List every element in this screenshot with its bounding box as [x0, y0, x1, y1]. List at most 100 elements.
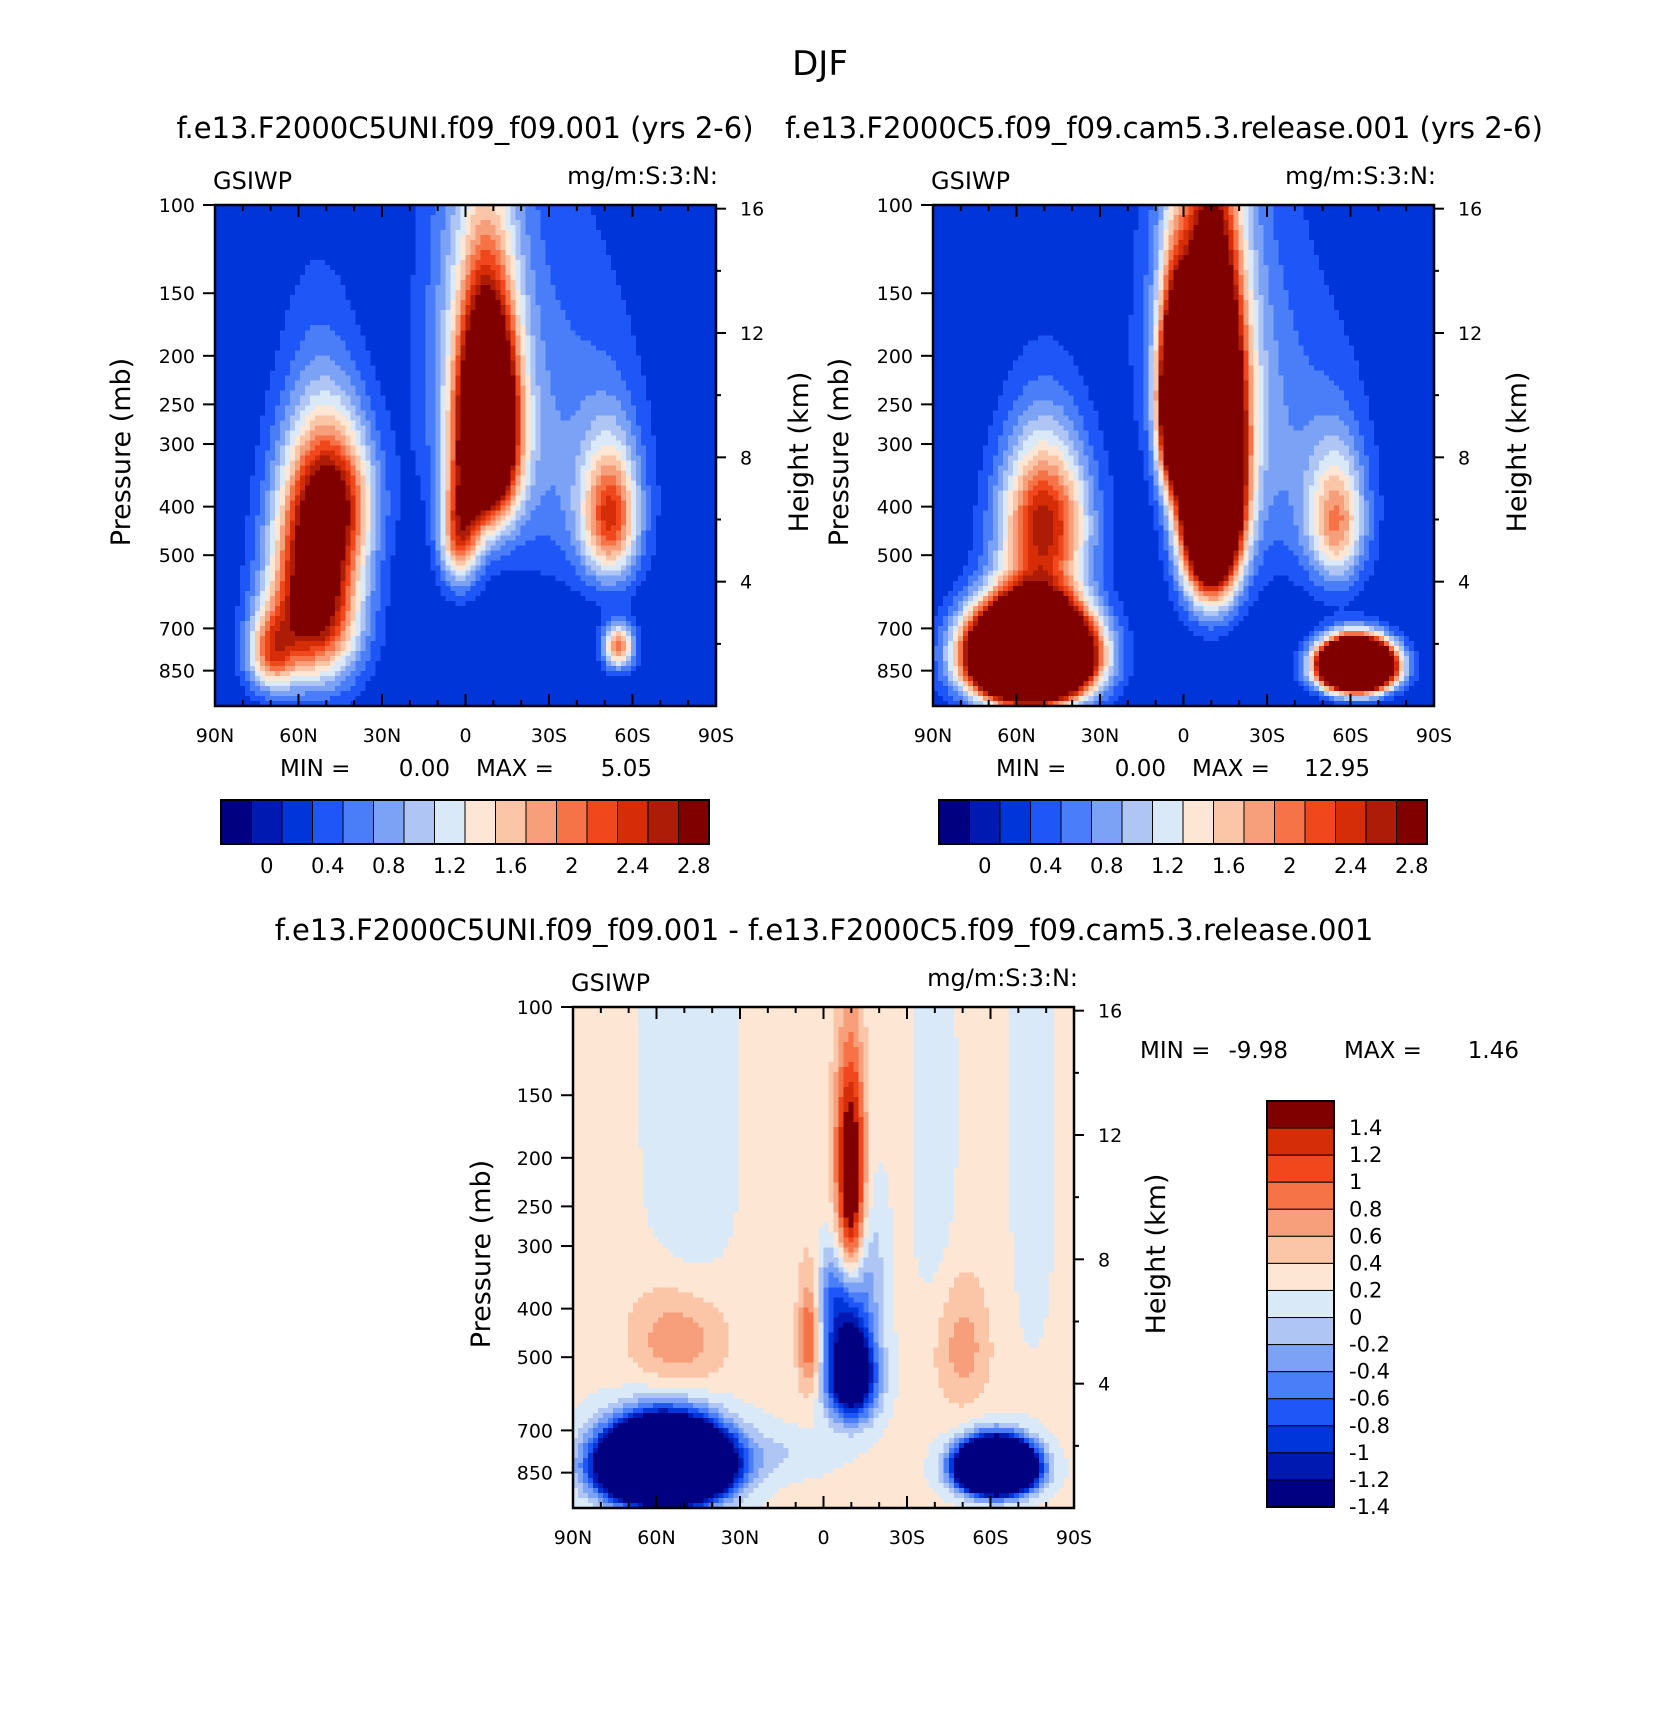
- panel-2-min-value: 0.00: [1115, 756, 1166, 782]
- colorbar-label: 2: [1283, 854, 1296, 878]
- colorbar-box: [1304, 799, 1336, 845]
- panel-3-max-label: MAX =: [1344, 1038, 1422, 1064]
- y-tick-label: 850: [159, 661, 195, 683]
- x-tick-label: 90S: [1056, 1527, 1092, 1549]
- colorbar-box: [1030, 799, 1062, 845]
- colorbar-box: [1266, 1317, 1335, 1346]
- panel-1-variable-label: GSIWP: [213, 167, 292, 195]
- y-tick-label: 200: [877, 346, 913, 368]
- colorbar-box: [1266, 1181, 1335, 1210]
- panel-3-variable-label: GSIWP: [571, 969, 650, 997]
- panel-2-x-axis: 90N 60N 30N 0 30S 60S 90S: [914, 205, 1452, 747]
- colorbar-box: [1365, 799, 1397, 845]
- y-tick-label: 200: [159, 346, 195, 368]
- colorbar-box: [1396, 799, 1428, 845]
- y-tick-label: 100: [517, 997, 553, 1019]
- colorbar-label: 0: [978, 854, 991, 878]
- y2-tick-label: 16: [1458, 199, 1482, 221]
- panel-2-title: f.e13.F2000C5.f09_f09.cam5.3.release.001…: [785, 111, 1543, 145]
- panel-3-y2-axis-label: Height (km): [1141, 1174, 1172, 1335]
- x-tick-label: 60N: [279, 725, 317, 747]
- y-tick-label: 200: [517, 1148, 553, 1170]
- panel-3-y2-axis: 4 8 12 16: [1074, 1001, 1122, 1447]
- panel-1-colorbar: 0 0.4 0.8 1.2 1.6 2 2.4 2.8: [220, 799, 710, 878]
- y-tick-label: 700: [877, 618, 913, 640]
- colorbar-box: [220, 799, 252, 845]
- panel-3-y-axis: 100 150 200 250 300 400 500 700 850: [517, 997, 573, 1485]
- colorbar-box: [1266, 1371, 1335, 1400]
- panel-2-variable-label: GSIWP: [931, 167, 1010, 195]
- panel-3-y-axis-label: Pressure (mb): [466, 1160, 497, 1348]
- panel-1-x-axis: 90N 60N 30N 0 30S 60S 90S: [196, 205, 734, 747]
- panel-1-y-axis-label: Pressure (mb): [106, 358, 137, 546]
- colorbar-box: [342, 799, 374, 845]
- colorbar-box: [495, 799, 527, 845]
- panel-1-y-axis: 100 150 200 250 300 400 500 700 850: [159, 195, 215, 683]
- y-tick-label: 850: [517, 1463, 553, 1485]
- panel-2-units-label: mg/m:S:3:N:: [1285, 162, 1436, 190]
- y-tick-label: 100: [159, 195, 195, 217]
- colorbar-box: [1121, 799, 1153, 845]
- x-tick-label: 90S: [1416, 725, 1452, 747]
- colorbar-label: 1.2: [433, 854, 466, 878]
- y-tick-label: 100: [877, 195, 913, 217]
- colorbar-label: 0.4: [311, 854, 344, 878]
- colorbar-box: [1266, 1208, 1335, 1237]
- colorbar-label: -1.2: [1349, 1468, 1390, 1492]
- colorbar-box: [647, 799, 679, 845]
- y2-tick-label: 8: [1458, 447, 1470, 469]
- colorbar-label: 0.8: [1349, 1197, 1382, 1221]
- y-tick-label: 150: [159, 283, 195, 305]
- x-tick-label: 30N: [721, 1527, 759, 1549]
- y-tick-label: 850: [877, 661, 913, 683]
- colorbar-label: 0: [1349, 1306, 1362, 1330]
- y-tick-label: 150: [517, 1085, 553, 1107]
- colorbar-box: [281, 799, 313, 845]
- colorbar-box: [1266, 1344, 1335, 1373]
- y2-tick-label: 4: [1098, 1374, 1110, 1396]
- colorbar-label: 2.4: [616, 854, 649, 878]
- x-tick-label: 30N: [1081, 725, 1119, 747]
- colorbar-label: -0.6: [1349, 1387, 1390, 1411]
- colorbar-box: [1266, 1425, 1335, 1454]
- panel-2-max-label: MAX =: [1192, 756, 1270, 782]
- colorbar-box: [678, 799, 710, 845]
- colorbar-label: 0.6: [1349, 1224, 1382, 1248]
- colorbar-box: [1266, 1479, 1335, 1508]
- panel-1-max-label: MAX =: [476, 756, 554, 782]
- colorbar-label: 1.2: [1151, 854, 1184, 878]
- panel-2-y2-axis: 4 8 12 16: [1434, 199, 1482, 645]
- x-tick-label: 30S: [531, 725, 567, 747]
- colorbar-box: [586, 799, 618, 845]
- colorbar-box: [1243, 799, 1275, 845]
- y2-tick-label: 16: [740, 199, 764, 221]
- colorbar-label: 2.8: [677, 854, 710, 878]
- panel-1-max-value: 5.05: [601, 756, 652, 782]
- panel-1-field: [215, 205, 717, 707]
- colorbar-frame: [938, 799, 1428, 845]
- x-tick-label: 30N: [363, 725, 401, 747]
- panel-3-x-axis: 90N 60N 30N 0 30S 60S 90S: [554, 1007, 1092, 1549]
- panel-3-units-label: mg/m:S:3:N:: [927, 964, 1078, 992]
- panel-1: f.e13.F2000C5UNI.f09_f09.001 (yrs 2-6) G…: [106, 111, 815, 878]
- colorbar-box: [969, 799, 1001, 845]
- x-tick-label: 0: [1177, 725, 1189, 747]
- colorbar-label: -0.8: [1349, 1414, 1390, 1438]
- y2-tick-label: 8: [1098, 1249, 1110, 1271]
- y2-tick-label: 8: [740, 447, 752, 469]
- colorbar-label: 0.8: [1090, 854, 1123, 878]
- colorbar-box: [938, 799, 970, 845]
- colorbar-label: -0.4: [1349, 1360, 1390, 1384]
- colorbar-label: 2: [565, 854, 578, 878]
- y-tick-label: 700: [159, 618, 195, 640]
- colorbar-label: 0.4: [1349, 1251, 1382, 1275]
- y-tick-label: 500: [159, 545, 195, 567]
- panel-1-plot: 90N 60N 30N 0 30S 60S 90S 100 150 200 250 300 400 500…: [159, 195, 764, 747]
- y-tick-label: 400: [517, 1299, 553, 1321]
- panel-1-y2-axis: 4 8 12 16: [716, 199, 764, 645]
- colorbar-label: -1: [1349, 1441, 1370, 1465]
- colorbar-box: [1266, 1398, 1335, 1427]
- y-tick-label: 500: [517, 1347, 553, 1369]
- colorbar-label: 0.4: [1029, 854, 1062, 878]
- y-tick-label: 300: [517, 1236, 553, 1258]
